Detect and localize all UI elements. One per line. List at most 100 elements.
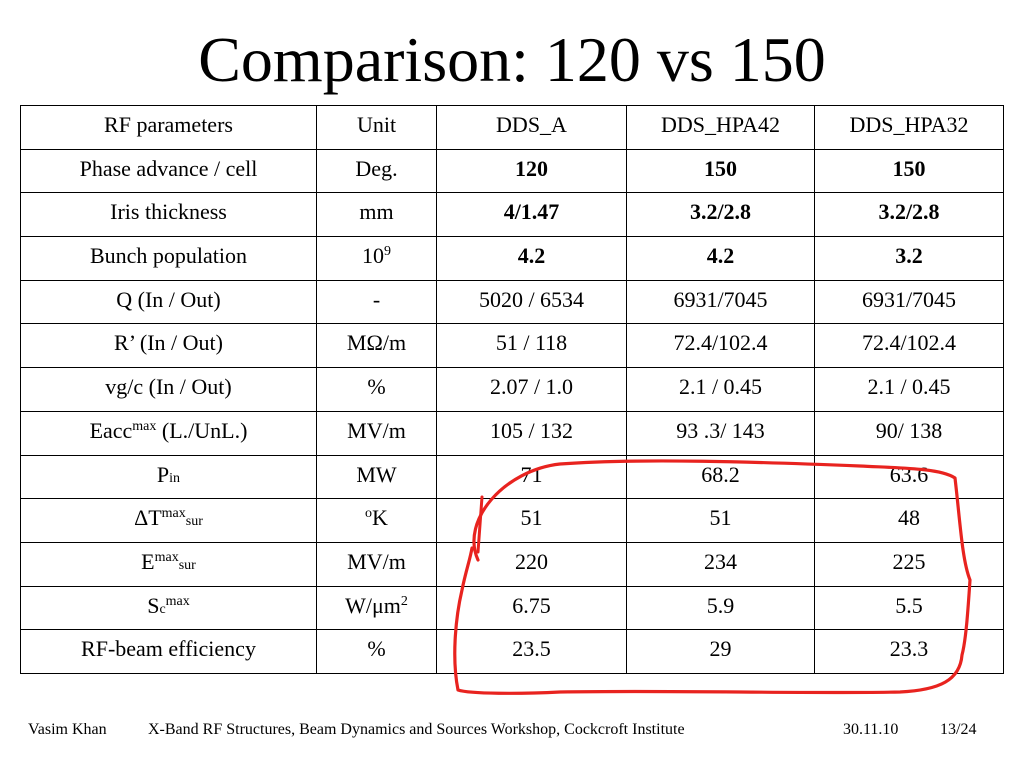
unit-superscript: 2 [400,593,408,609]
label-base: E [141,548,155,574]
cell-dds-a: 105 / 132 [436,410,627,456]
table-row: vg/c (In / Out) % 2.07 / 1.0 2.1 / 0.45 … [20,367,1004,412]
row-label: Phase advance / cell [20,148,317,194]
row-label: vg/c (In / Out) [20,367,317,412]
label-subscript: sur [178,557,196,573]
label-base: ΔT [134,505,162,531]
row-label: Q (In / Out) [20,279,317,325]
table-row: Emaxsur MV/m 220 234 225 [20,541,1004,587]
cell-dds-hpa42: 234 [626,541,815,587]
table-header-row: RF parameters Unit DDS_A DDS_HPA42 DDS_H… [20,105,1004,150]
cell-dds-hpa32: 225 [814,541,1004,587]
cell-dds-hpa32: 3.2/2.8 [814,192,1004,238]
cell-dds-hpa42: 3.2/2.8 [626,192,815,238]
label-superscript: max [132,418,157,434]
cell-dds-a: 6.75 [436,585,627,631]
label-tail: (L./UnL.) [156,417,248,443]
label-base: P [156,461,170,487]
row-label: Iris thickness [20,192,317,238]
cell-dds-hpa32: 48 [814,498,1004,543]
row-label: Eaccmax (L./UnL.) [20,410,317,456]
table-row: RF-beam efficiency % 23.5 29 23.3 [20,629,1004,674]
cell-dds-hpa42: 150 [626,148,815,194]
label-superscript: max [154,549,179,565]
header-dds-hpa42: DDS_HPA42 [626,105,815,150]
comparison-table: RF parameters Unit DDS_A DDS_HPA42 DDS_H… [20,105,1004,674]
label-base: Eacc [89,417,133,443]
row-unit: Deg. [316,148,437,194]
cell-dds-hpa42: 5.9 [626,585,815,631]
row-label: Pin [20,454,317,500]
label-superscript: max [161,506,186,522]
cell-dds-a: 4/1.47 [436,192,627,238]
label-subscript: c [159,601,166,617]
table-row: Eaccmax (L./UnL.) MV/m 105 / 132 93 .3/ … [20,410,1004,456]
row-unit: - [316,279,437,325]
table-row: Pin MW 71 68.2 63.6 [20,454,1004,500]
unit-tail: K [372,505,388,531]
label-superscript: max [165,593,190,609]
cell-dds-hpa42: 93 .3/ 143 [626,410,815,456]
row-label: Emaxsur [20,541,317,587]
footer-event: X-Band RF Structures, Beam Dynamics and … [148,721,685,738]
unit-superscript: o [365,506,373,522]
cell-dds-a: 4.2 [436,236,627,281]
row-label: RF-beam efficiency [20,629,317,674]
footer-date: 30.11.10 [843,721,899,738]
row-label: R’ (In / Out) [20,323,317,369]
cell-dds-hpa42: 2.1 / 0.45 [626,367,815,412]
row-unit: oK [316,498,437,543]
cell-dds-hpa32: 6931/7045 [814,279,1004,325]
cell-dds-a: 71 [436,454,627,500]
cell-dds-hpa32: 72.4/102.4 [814,323,1004,369]
row-unit: MV/m [316,410,437,456]
unit-base: W/μm [345,592,401,618]
cell-dds-hpa32: 90/ 138 [814,410,1004,456]
cell-dds-a: 5020 / 6534 [436,279,627,325]
cell-dds-a: 220 [436,541,627,587]
table-row: ΔTmaxsur oK 51 51 48 [20,498,1004,543]
slide-title: Comparison: 120 vs 150 [198,24,826,95]
row-unit: 109 [316,236,437,281]
cell-dds-a: 51 / 118 [436,323,627,369]
table-row: Bunch population 109 4.2 4.2 3.2 [20,236,1004,281]
cell-dds-hpa42: 6931/7045 [626,279,815,325]
table-row: Phase advance / cell Deg. 120 150 150 [20,148,1004,194]
table-row: Iris thickness mm 4/1.47 3.2/2.8 3.2/2.8 [20,192,1004,238]
footer-author: Vasim Khan [28,721,107,738]
cell-dds-hpa42: 68.2 [626,454,815,500]
cell-dds-a: 23.5 [436,629,627,674]
row-label: Bunch population [20,236,317,281]
cell-dds-hpa32: 150 [814,148,1004,194]
row-unit: W/μm2 [316,585,437,631]
cell-dds-hpa32: 3.2 [814,236,1004,281]
row-unit: mm [316,192,437,238]
header-dds-a: DDS_A [436,105,627,150]
row-unit: MΩ/m [316,323,437,369]
unit-superscript: 9 [384,244,391,260]
cell-dds-hpa32: 5.5 [814,585,1004,631]
row-unit: % [316,367,437,412]
table-row: Q (In / Out) - 5020 / 6534 6931/7045 693… [20,279,1004,325]
footer-page-number: 13/24 [940,721,977,738]
row-unit: % [316,629,437,674]
table-row: R’ (In / Out) MΩ/m 51 / 118 72.4/102.4 7… [20,323,1004,369]
row-unit: MV/m [316,541,437,587]
cell-dds-hpa32: 2.1 / 0.45 [814,367,1004,412]
row-unit: MW [316,454,437,500]
unit-base: 10 [362,243,384,269]
cell-dds-hpa42: 51 [626,498,815,543]
header-rf-parameters: RF parameters [20,105,317,150]
header-unit: Unit [316,105,437,150]
cell-dds-a: 51 [436,498,627,543]
label-subscript: in [169,470,181,486]
row-label: ΔTmaxsur [20,498,317,543]
label-base: S [147,592,160,618]
row-label: Scmax [20,585,317,631]
header-dds-hpa32: DDS_HPA32 [814,105,1004,150]
cell-dds-hpa42: 4.2 [626,236,815,281]
table-row: Scmax W/μm2 6.75 5.9 5.5 [20,585,1004,631]
cell-dds-a: 120 [436,148,627,194]
label-subscript: sur [185,514,203,530]
cell-dds-a: 2.07 / 1.0 [436,367,627,412]
